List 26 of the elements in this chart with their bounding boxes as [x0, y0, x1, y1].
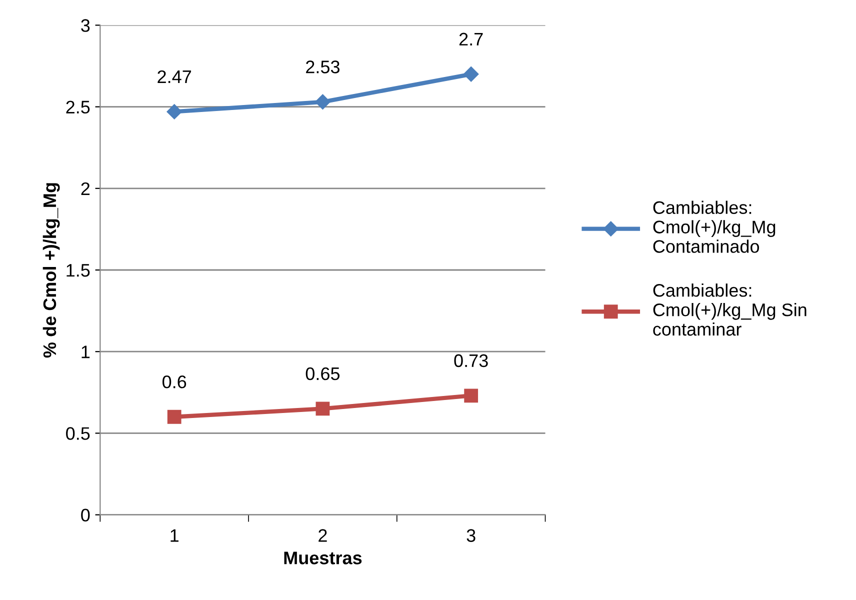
y-tick-label: 0.5 — [66, 427, 90, 440]
y-tick-label: 1.5 — [66, 264, 90, 277]
data-label: 0.73 — [454, 354, 488, 368]
data-label: 2.53 — [306, 60, 340, 74]
y-tick-label: 3 — [81, 19, 90, 32]
y-tick-label: 1 — [82, 346, 90, 358]
y-tick-label: 2 — [81, 182, 90, 195]
point — [315, 94, 330, 110]
legend-label: Cambiables: Cmol(+)/kg_Mg Contaminado — [653, 200, 776, 253]
y-tick-label: 2.5 — [66, 100, 90, 114]
data-label: 2.47 — [158, 70, 192, 83]
data-label: 2.7 — [459, 32, 483, 46]
data-label: 0.6 — [162, 376, 186, 388]
x-tick-label: 2 — [318, 529, 327, 542]
x-axis-title: Muestras — [284, 552, 362, 564]
legend-label: Cambiables: Cmol(+)/kg_Mg Sin contaminar — [653, 284, 806, 336]
point — [167, 410, 182, 424]
data-label: 0.65 — [306, 367, 340, 380]
point — [316, 402, 330, 416]
point — [464, 66, 479, 82]
y-tick-label: 0 — [81, 508, 90, 522]
point — [166, 104, 182, 120]
y-axis-title: % de Cmol +)/kg_Mg — [42, 183, 60, 358]
point — [464, 388, 478, 403]
x-tick-label: 1 — [170, 529, 178, 542]
x-tick-label: 3 — [466, 529, 476, 542]
